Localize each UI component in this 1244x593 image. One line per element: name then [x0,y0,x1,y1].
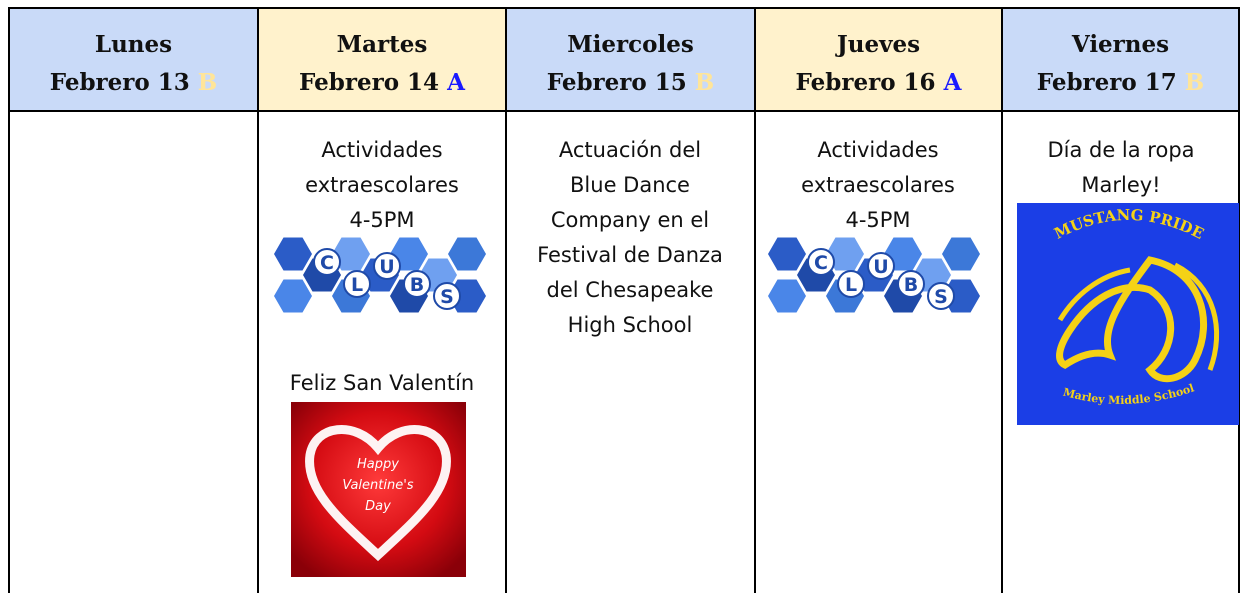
logo-badge [403,270,431,298]
cell-text: Marley! [1081,173,1160,197]
date-text: Febrero 17 [1037,69,1177,96]
cell-text: Actividades [817,138,938,162]
logo-badge [433,282,461,310]
header-day: Martes [337,31,428,58]
card-text: Day [365,499,391,514]
cell-text: Actuación del [559,138,701,162]
header-cell [755,8,1002,111]
logo-badge [373,252,401,280]
logo-badge [313,248,341,276]
hexagon [448,237,486,271]
cell-text: extraescolares [801,173,955,197]
logo-letter: L [845,274,857,296]
header-day: Miercoles [567,31,694,58]
day-letter: B [198,69,217,96]
header-row: Lunes Febrero 13 B Martes Febrero 14 A Mierc… [9,8,1239,111]
cell-text: del Chesapeake [547,278,714,302]
logo-letter: B [410,274,424,296]
header-cell [1002,8,1239,111]
header-cell [258,8,506,111]
mustang-badge: MUSTANG PRIDE Marley Middle School [1017,203,1239,425]
date-text: Febrero 13 [50,69,190,96]
viernes-cell: Día de la ropa Marley! MUSTANG PRIDE Mar… [1017,138,1239,425]
card-text: Happy [357,457,399,472]
logo-badge [807,248,835,276]
header-date: Febrero 16 A [796,69,963,96]
logo-badge [927,282,955,310]
cell-text: High School [568,313,693,337]
date-text: Febrero 15 [547,69,687,96]
logo-letter: B [904,274,918,296]
logo-letter: U [873,256,888,278]
day-letter: B [1185,69,1204,96]
day-letter: A [446,69,466,96]
cell-text: Company en el [551,208,709,232]
logo-letter: C [320,252,334,274]
table-borders [8,7,1240,593]
header-date: Febrero 17 B [1037,69,1204,96]
header-day: Lunes [95,31,172,58]
header-date: Febrero 14 A [299,69,466,96]
logo-letter: S [440,286,454,308]
header-day: Viernes [1071,31,1169,58]
cell-text: Día de la ropa [1047,138,1194,162]
date-text: Febrero 14 [299,69,439,96]
cell-text: Festival de Danza [537,243,723,267]
hexagon [826,237,864,271]
header-cell [9,8,258,111]
header-date: Febrero 13 B [50,69,217,96]
cell-text: Actividades [321,138,442,162]
hexagon [942,237,980,271]
logo-letter: S [934,286,948,308]
logo-letter: C [814,252,828,274]
day-letter: B [695,69,714,96]
logo-letter: L [351,274,363,296]
header-day: Jueves [835,31,920,58]
cell-text: Feliz San Valentín [290,371,474,395]
hexagon [274,279,312,313]
hexagon [768,279,806,313]
header-cell [506,8,755,111]
logo-badge [837,270,865,298]
logo-badge [343,270,371,298]
cell-text: extraescolares [305,173,459,197]
miercoles-cell: Actuación del Blue Dance Company en el F… [537,138,723,337]
logo-badge [867,252,895,280]
card-text: Valentine's [342,478,413,493]
logo-letter: U [379,256,394,278]
hexagon [768,237,806,271]
hexagon [332,237,370,271]
hexagon [274,237,312,271]
logo-badge [897,270,925,298]
cell-text: 4-5PM [349,208,414,232]
cell-text: Blue Dance [570,173,690,197]
header-date: Febrero 15 B [547,69,714,96]
cell-text: 4-5PM [845,208,910,232]
date-text: Febrero 16 [796,69,936,96]
day-letter: A [943,69,963,96]
valentine-card: Happy Valentine's Day [291,402,466,577]
